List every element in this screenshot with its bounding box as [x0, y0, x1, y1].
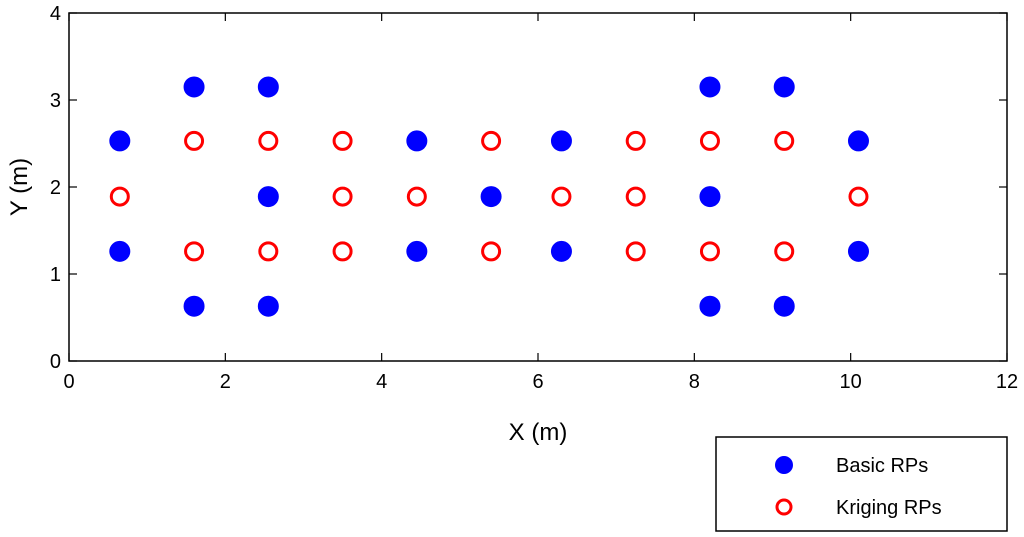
basic-rp-point	[847, 240, 869, 262]
basic-rp-point	[773, 76, 795, 98]
kriging-rp-point	[258, 130, 279, 151]
kriging-rp-point	[774, 130, 795, 151]
basic-rp-point	[550, 130, 572, 152]
y-tick-label: 3	[50, 90, 61, 112]
basic-rp-point	[257, 295, 279, 317]
legend-marker-kriging-rps	[775, 498, 793, 516]
legend-label-kriging-rps: Kriging RPs	[836, 497, 942, 519]
y-tick-label: 4	[50, 3, 61, 25]
legend-label-basic-rps: Basic RPs	[836, 455, 928, 477]
basic-rp-point	[109, 240, 131, 262]
kriging-rp-point	[699, 130, 720, 151]
legend: Basic RPs Kriging RPs	[715, 436, 1008, 532]
data-points	[109, 76, 869, 317]
legend-marker-basic-rps	[775, 456, 793, 474]
x-tick-label: 4	[376, 371, 387, 393]
basic-rp-point	[550, 240, 572, 262]
y-tick-label: 0	[50, 351, 61, 373]
plot-area	[68, 12, 1008, 362]
y-axis-label: Y (m)	[6, 158, 33, 216]
kriging-rp-point	[258, 241, 279, 262]
kriging-rp-point	[848, 186, 869, 207]
basic-rp-point	[699, 76, 721, 98]
basic-rp-point	[773, 295, 795, 317]
x-tick-label: 8	[689, 371, 700, 393]
kriging-rp-point	[332, 241, 353, 262]
kriging-rp-point	[406, 186, 427, 207]
x-tick-label: 2	[220, 371, 231, 393]
x-tick-label: 0	[63, 371, 74, 393]
basic-rp-point	[406, 240, 428, 262]
basic-rp-point	[406, 130, 428, 152]
kriging-rp-point	[332, 186, 353, 207]
kriging-rp-point	[625, 130, 646, 151]
y-tick-label: 1	[50, 264, 61, 286]
kriging-rp-point	[184, 130, 205, 151]
kriging-rp-point	[481, 130, 502, 151]
kriging-rp-point	[625, 241, 646, 262]
kriging-rp-point	[699, 241, 720, 262]
y-axis-ticks: 0 1 2 3 4	[50, 3, 1007, 373]
kriging-rp-point	[625, 186, 646, 207]
basic-rp-point	[109, 130, 131, 152]
x-tick-label: 12	[996, 371, 1018, 393]
basic-rp-point	[257, 76, 279, 98]
kriging-rp-point	[481, 241, 502, 262]
kriging-rp-point	[184, 241, 205, 262]
legend-box	[715, 436, 1008, 532]
basic-rp-point	[847, 130, 869, 152]
x-axis-ticks: 0 2 4 6 8 10 12	[63, 13, 1018, 393]
basic-rp-point	[257, 186, 279, 208]
basic-rp-point	[480, 186, 502, 208]
basic-rp-point	[183, 76, 205, 98]
basic-rp-point	[183, 295, 205, 317]
kriging-rp-point	[109, 186, 130, 207]
y-tick-label: 2	[50, 177, 61, 199]
x-axis-label: X (m)	[509, 419, 568, 446]
basic-rp-point	[699, 186, 721, 208]
x-tick-label: 6	[532, 371, 543, 393]
kriging-rp-point	[551, 186, 572, 207]
x-tick-label: 10	[840, 371, 862, 393]
kriging-rp-point	[774, 241, 795, 262]
basic-rp-point	[699, 295, 721, 317]
kriging-rp-point	[332, 130, 353, 151]
